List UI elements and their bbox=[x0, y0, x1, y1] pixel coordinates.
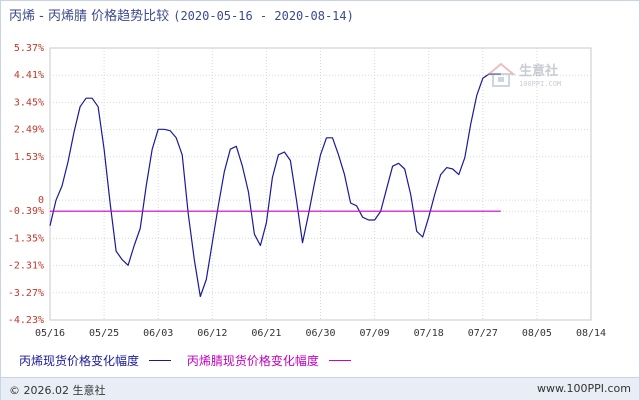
y-tick-label: -2.31% bbox=[8, 261, 44, 272]
legend-swatch-series2 bbox=[328, 360, 351, 361]
chart-legend: 丙烯现货价格变化幅度 丙烯腈现货价格变化幅度 bbox=[19, 352, 363, 369]
y-tick-label: -3.27% bbox=[8, 288, 44, 299]
x-tick-label: 07/09 bbox=[360, 328, 390, 339]
y-tick-label: 0 bbox=[38, 195, 44, 206]
watermark-brand: 生意社 bbox=[519, 63, 558, 79]
legend-label-series2: 丙烯腈现货价格变化幅度 bbox=[186, 354, 319, 368]
y-tick-label: 3.45% bbox=[14, 97, 44, 108]
legend-item-series1: 丙烯现货价格变化幅度 bbox=[19, 352, 172, 369]
x-tick-label: 06/03 bbox=[143, 328, 173, 339]
legend-label-series1: 丙烯现货价格变化幅度 bbox=[19, 354, 140, 368]
y-tick-label: 5.37% bbox=[14, 43, 44, 54]
x-tick-label: 05/16 bbox=[35, 328, 65, 339]
x-tick-label: 06/12 bbox=[197, 328, 227, 339]
y-tick-label: 4.41% bbox=[14, 70, 44, 81]
watermark-logo: 生意社 100PPI.COM bbox=[486, 62, 561, 88]
y-tick-label: -4.23% bbox=[8, 315, 44, 326]
y-tick-label: 1.53% bbox=[14, 152, 44, 163]
x-tick-label: 06/21 bbox=[251, 328, 281, 339]
y-tick-label: -1.35% bbox=[8, 233, 44, 244]
legend-swatch-series1 bbox=[149, 360, 172, 361]
chart-title-main: 丙烯 - 丙烯腈 价格趋势比较 bbox=[9, 9, 170, 24]
footer-site-link[interactable]: www.100PPI.com bbox=[537, 382, 631, 395]
y-tick-label: 2.49% bbox=[14, 125, 44, 136]
chart-title: 丙烯 - 丙烯腈 价格趋势比较 (2020-05-16 - 2020-08-14… bbox=[9, 5, 354, 24]
watermark-house-icon bbox=[486, 62, 516, 87]
x-tick-label: 07/27 bbox=[468, 328, 498, 339]
footer-copyright: © 2026.02 生意社 bbox=[9, 384, 106, 397]
footer-bar: © 2026.02 生意社 www.100PPI.com bbox=[1, 377, 639, 400]
chart-title-range: (2020-05-16 - 2020-08-14) bbox=[173, 9, 354, 23]
series-line-1 bbox=[49, 73, 501, 298]
x-tick-label: 05/25 bbox=[89, 328, 119, 339]
watermark-site: 100PPI.COM bbox=[519, 80, 561, 88]
y-tick-label: -0.39% bbox=[8, 206, 44, 217]
x-tick-label: 08/14 bbox=[576, 328, 606, 339]
legend-item-series2: 丙烯腈现货价格变化幅度 bbox=[187, 352, 351, 369]
x-tick-label: 08/05 bbox=[522, 328, 552, 339]
x-tick-label: 07/18 bbox=[414, 328, 444, 339]
chart-canvas: 5.37% 4.41% 3.45% 2.49% 1.53% 0-0.39% -1.35% -2… bbox=[8, 43, 606, 339]
x-tick-label: 06/30 bbox=[305, 328, 335, 339]
